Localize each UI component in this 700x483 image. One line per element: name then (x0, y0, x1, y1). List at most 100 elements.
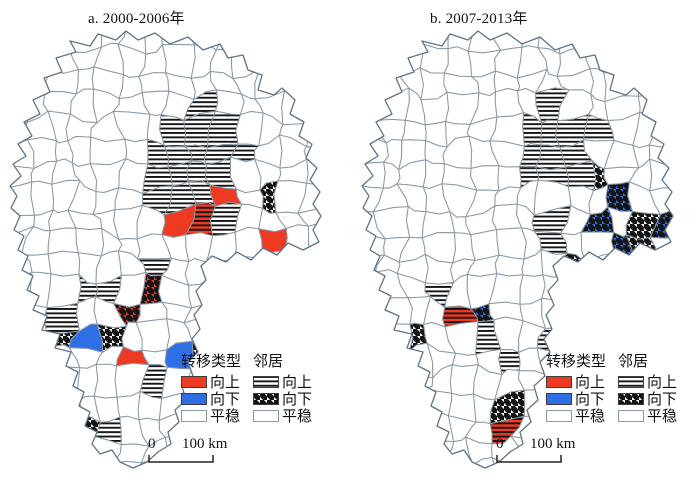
county-cell (399, 67, 424, 100)
county-cell (520, 274, 546, 305)
county-cell (397, 184, 427, 212)
county-cell (162, 44, 196, 79)
county-cell-border (297, 182, 321, 214)
county-cell (632, 145, 650, 168)
county-cell (51, 159, 80, 185)
scale-distance: 100 km (530, 436, 576, 452)
county-cell (465, 190, 499, 217)
county-cell (450, 364, 479, 396)
county-cell (136, 318, 170, 352)
county-cell (278, 159, 309, 184)
county-cell (185, 258, 212, 286)
county-cell (121, 322, 143, 352)
county-cell (76, 66, 95, 94)
county-cell-border (603, 49, 635, 76)
county-cell (254, 159, 281, 191)
county-cell (69, 324, 103, 353)
county-cell (280, 65, 310, 92)
county-cell (281, 90, 314, 125)
county-cell (162, 302, 192, 323)
county-cell (603, 49, 635, 75)
county-cell (90, 158, 127, 193)
county-cell (604, 140, 639, 169)
county-cell (373, 184, 409, 212)
county-cell (494, 186, 521, 206)
county-cell (517, 45, 548, 79)
county-cell (101, 228, 122, 257)
county-cell-border (297, 208, 321, 227)
county-cell (557, 89, 594, 121)
county-cell (72, 162, 97, 192)
county-cell (383, 237, 410, 263)
county-cell (420, 67, 447, 100)
county-cell (92, 209, 119, 240)
legend-item-neighbor-up: 向上 (253, 373, 312, 391)
county-cell (489, 273, 524, 305)
county-cell (48, 228, 79, 254)
county-cell (258, 113, 283, 146)
county-cell (538, 47, 561, 77)
county-cell (45, 69, 79, 94)
county-cell-border (280, 65, 311, 92)
swatch-dots (253, 392, 280, 405)
county-cell (450, 258, 476, 283)
legend-neighbor-title: 邻居 (618, 354, 649, 370)
legend-item-neighbor-stable: 平稳 (253, 407, 312, 425)
county-cell (210, 71, 242, 95)
county-cell (113, 92, 150, 115)
county-cell (494, 47, 522, 79)
swatch-up-red (181, 375, 207, 388)
legend-item-neighbor-down: 向下 (618, 390, 677, 408)
county-cell (90, 137, 127, 165)
county-cell (649, 114, 673, 148)
swatch-down-blue (181, 392, 207, 405)
scale-bar-line (496, 455, 562, 463)
county-cell (497, 165, 522, 191)
county-cell (118, 43, 146, 78)
county-cell (627, 181, 661, 215)
county-cell (254, 90, 285, 125)
scale-zero: 0 (496, 436, 504, 452)
county-cell (94, 396, 120, 423)
county-cell (517, 88, 542, 124)
county-cell (274, 180, 307, 214)
county-cell (69, 347, 103, 369)
county-cell (489, 140, 525, 167)
county-cell (165, 341, 194, 369)
county-cell (520, 298, 546, 329)
county-cell (161, 234, 189, 262)
county-cell (373, 88, 410, 121)
scale-distance: 100 km (182, 436, 228, 452)
panel-a-title: a. 2000-2006年 (88, 11, 185, 27)
county-cell (117, 391, 141, 420)
county-cell (27, 137, 57, 169)
county-cell (94, 43, 124, 75)
county-cell (470, 229, 500, 261)
county-cell (444, 46, 472, 77)
county-cell (425, 121, 448, 147)
swatch-plain (253, 409, 280, 422)
county-cell (495, 255, 525, 276)
county-cell (138, 72, 169, 93)
swatch-stable-white (181, 409, 207, 422)
legend-item-neighbor-down: 向下 (253, 390, 312, 408)
legend-neighbor-title: 邻居 (253, 354, 284, 370)
county-cell (215, 90, 245, 115)
county-cell (235, 204, 263, 233)
county-cell (541, 298, 570, 330)
county-cell (142, 91, 169, 116)
county-cell (258, 208, 287, 232)
county-cell (113, 272, 146, 308)
county-cell (275, 212, 309, 229)
county-cell (465, 437, 493, 465)
county-cell (236, 189, 264, 209)
county-cell (136, 302, 167, 323)
county-cell (470, 165, 499, 191)
county-cell (232, 227, 263, 261)
swatch-stable-white (546, 409, 572, 422)
county-cell (21, 254, 51, 274)
county-cell (534, 180, 571, 216)
county-cell (399, 237, 426, 263)
swatch-plain (618, 409, 645, 422)
